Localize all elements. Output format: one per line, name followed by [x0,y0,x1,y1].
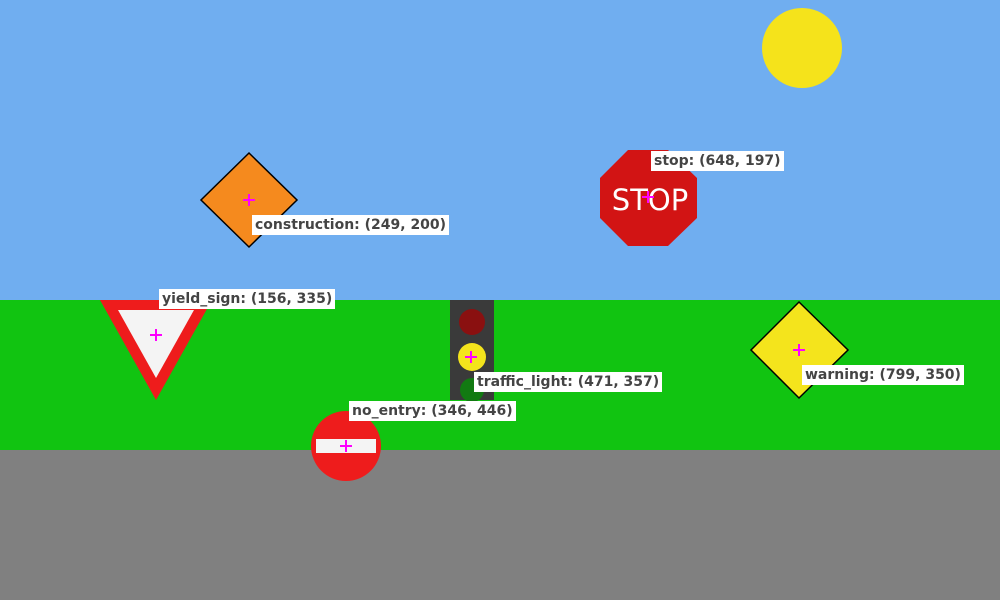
marker-construction [243,194,255,206]
label-stop: stop: (648, 197) [651,151,784,171]
label-no-entry: no_entry: (346, 446) [349,401,516,421]
label-yield-sign: yield_sign: (156, 335) [159,289,336,309]
label-warning: warning: (799, 350) [802,365,964,385]
marker-traffic-light [465,351,477,363]
marker-warning [793,344,805,356]
traffic-light [450,300,494,402]
label-traffic-light: traffic_light: (471, 357) [474,372,663,392]
marker-no-entry [340,440,352,452]
label-construction: construction: (249, 200) [252,215,450,235]
traffic-light-red-lamp [459,309,485,335]
sky [0,0,1000,300]
stop-sign-text: STOP [612,183,688,217]
marker-stop [642,191,654,203]
yield-sign [100,300,212,400]
sun [762,8,842,88]
marker-yield [150,329,162,341]
road [0,450,1000,600]
centroid-markers [150,191,805,452]
